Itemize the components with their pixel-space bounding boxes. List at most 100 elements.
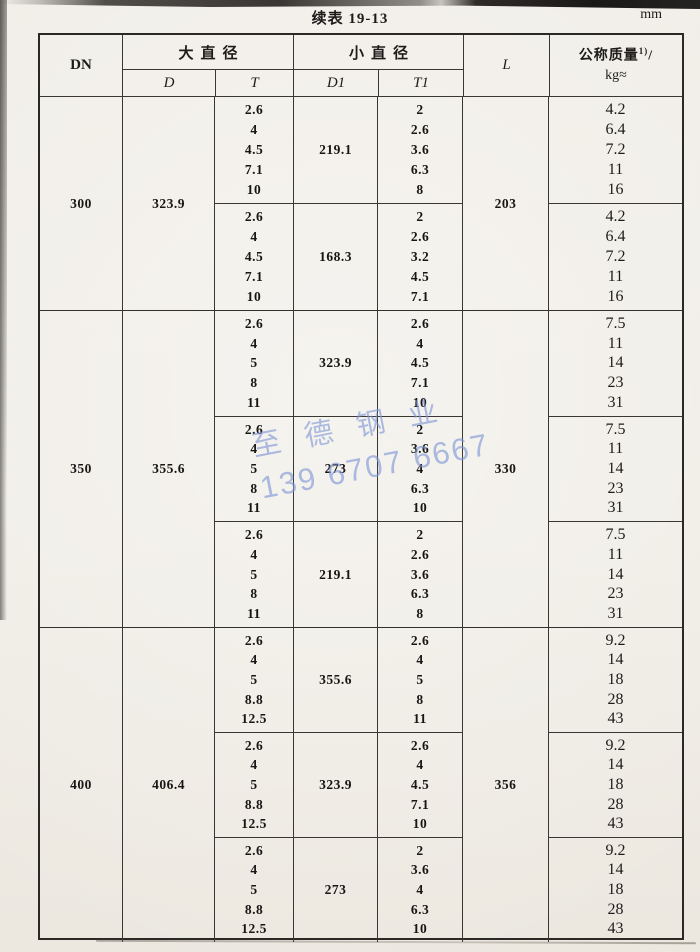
l-cell: 356 (462, 628, 548, 942)
value-cell: 4 (416, 335, 424, 351)
l-cell: 330 (462, 311, 548, 627)
kg-value: 6.4 (605, 121, 626, 138)
kg-value: 28 (607, 795, 624, 813)
value-cell: 12.5 (241, 816, 267, 832)
value-cell: 10 (412, 500, 428, 516)
kg-value: 31 (607, 605, 624, 623)
value-cell: 4 (416, 652, 424, 668)
size-group: 2.6 4 5 8 11 273 2 3.6 4 6.3 10 (215, 415, 462, 522)
value-cell: 4.5 (410, 776, 430, 792)
kg-value: 23 (607, 374, 624, 392)
value-cell: 8 (416, 606, 424, 622)
value-cell: 12.5 (241, 711, 267, 727)
value-cell: 3.2 (410, 249, 430, 264)
kg-value: 11 (607, 440, 624, 458)
kg-value: 4.2 (605, 101, 626, 118)
kg-value: 28 (607, 900, 624, 918)
value-cell: 4 (250, 122, 258, 137)
value-cell: 6.3 (410, 162, 430, 177)
value-cell: 2.6 (410, 737, 430, 753)
kg-value: 14 (607, 565, 624, 583)
d1-cell: 273 (293, 838, 377, 942)
scan-left-edge-artifact (0, 0, 7, 620)
value-cell: 2.6 (410, 315, 430, 331)
value-cell: 4 (250, 862, 258, 878)
value-cell: 2.6 (244, 632, 264, 648)
value-cell: 3.6 (410, 566, 430, 582)
value-cell: 11 (413, 711, 427, 727)
value-cell: 8 (416, 691, 424, 707)
kg-value: 31 (607, 499, 624, 517)
t1-column: 2.6 4 4.5 7.1 10 (377, 311, 462, 416)
mid-columns: 2.6 4 5 8.8 12.5 355.6 2.6 4 5 8 11 2.6 4 5 8.8 12.5 323… (214, 628, 462, 942)
value-cell: 5 (250, 566, 258, 582)
t1-column: 2.6 4 5 8 11 (377, 628, 462, 732)
kg-value: 11 (607, 334, 624, 352)
kg-value: 7.5 (605, 526, 626, 544)
header-l: L (463, 35, 549, 96)
value-cell: 2.6 (244, 209, 264, 224)
value-cell: 4 (250, 441, 258, 457)
header-small-diameter: 小直径 (294, 35, 463, 70)
value-cell: 5 (250, 776, 258, 792)
kg-value: 9.2 (605, 841, 626, 859)
t-column: 2.6 4 5 8.8 12.5 (215, 733, 293, 837)
value-cell: 12.5 (241, 921, 267, 937)
size-group: 2.6 4 4.5 7.1 10 168.3 2 2.6 3.2 4.5 7.1 (215, 203, 462, 310)
kg-value: 11 (607, 545, 624, 563)
t-column: 2.6 4 4.5 7.1 10 (215, 204, 293, 310)
mid-columns: 2.6 4 4.5 7.1 10 219.1 2 2.6 3.6 6.3 8 2.6 4 4.5 7.1 10… (214, 97, 462, 310)
unit-label: mm (640, 7, 662, 22)
value-cell: 4.5 (410, 269, 430, 284)
kg-column: 7.5 11 14 23 31 7.5 11 14 23 31 7.5 11 14 23 31 (548, 311, 682, 627)
header-group-big-diameter: 大直径 D T (122, 35, 293, 96)
t-column: 2.6 4 5 8 11 (215, 522, 293, 627)
value-cell: 2.6 (410, 546, 430, 562)
value-cell: 10 (246, 289, 262, 304)
value-cell: 4 (250, 546, 258, 562)
value-cell: 8.8 (244, 691, 264, 707)
t-column: 2.6 4 5 8.8 12.5 (215, 838, 293, 942)
value-cell: 6.3 (410, 586, 430, 602)
scan-top-edge-artifact (0, 0, 700, 9)
kg-value: 9.2 (605, 631, 626, 649)
kg-value: 7.5 (605, 314, 626, 332)
value-cell: 2 (416, 842, 424, 858)
kg-value: 11 (607, 161, 624, 178)
value-cell: 2.6 (410, 632, 430, 648)
value-cell: 10 (412, 394, 428, 410)
value-cell: 8 (250, 375, 258, 391)
kg-value: 7.2 (605, 248, 626, 265)
kg-value: 6.4 (605, 228, 626, 245)
dn-cell: 300 (70, 195, 92, 211)
d1-cell: 273 (293, 416, 377, 522)
t-column: 2.6 4 5 8.8 12.5 (215, 628, 293, 732)
value-cell: 2.6 (244, 842, 264, 858)
d1-cell: 355.6 (293, 628, 377, 732)
header-dn: DN (70, 57, 92, 73)
value-cell: 7.1 (410, 796, 430, 812)
header-mass-line2: kg≈ (605, 67, 627, 83)
value-cell: 3.6 (410, 441, 430, 457)
header-mass-line1: 公称质量1)/ (578, 46, 654, 64)
kg-group: 7.5 11 14 23 31 (549, 521, 682, 627)
t-column: 2.6 4 5 8 11 (215, 417, 293, 522)
value-cell: 4.5 (244, 142, 264, 157)
value-cell: 2.6 (244, 315, 264, 331)
dn-cell: 350 (70, 461, 92, 476)
kg-value: 11 (607, 268, 624, 285)
value-cell: 8 (416, 182, 424, 197)
value-cell: 4 (250, 229, 258, 244)
value-cell: 2.6 (410, 122, 430, 137)
kg-value: 43 (607, 710, 624, 728)
value-cell: 2.6 (244, 421, 264, 437)
value-cell: 4.5 (410, 355, 430, 371)
kg-value: 9.2 (605, 736, 626, 754)
kg-value: 14 (607, 861, 624, 879)
caption-row: 续表 19-13 mm (0, 7, 700, 29)
value-cell: 2.6 (244, 737, 264, 753)
dn-section: 300 323.9 2.6 4 4.5 7.1 10 219.1 2 2.6 3.6 6.3 8 2.6 4… (40, 97, 682, 310)
